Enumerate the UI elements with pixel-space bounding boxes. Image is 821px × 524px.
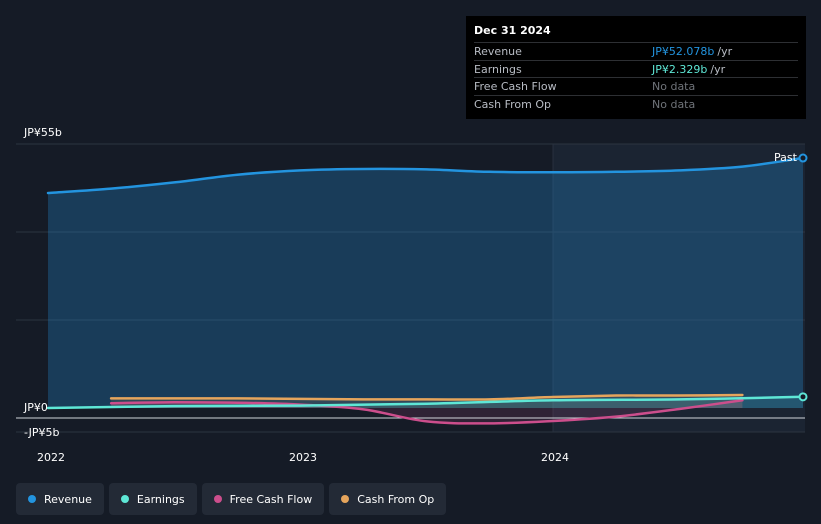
tooltip-label: Earnings [474, 62, 522, 76]
tooltip-unit: /yr [710, 62, 726, 76]
end-marker-revenue [798, 153, 808, 163]
x-tick-label-2023: 2023 [289, 451, 317, 464]
tooltip-value: JP¥52.078b [652, 45, 715, 58]
tooltip-value: No data [652, 97, 696, 111]
tooltip-row-earnings: Earnings JP¥2.329b /yr [474, 59, 798, 78]
tooltip-row-revenue: Revenue JP¥52.078b /yr [474, 42, 798, 60]
area-earnings [48, 396, 803, 408]
line-cash-from-op [109, 393, 744, 401]
legend-dot-icon [120, 495, 129, 503]
legend-item-free-cash-flow[interactable]: Free Cash Flow [201, 483, 325, 515]
data-tooltip: Dec 31 2024 Revenue JP¥52.078b /yr Earni… [466, 16, 806, 119]
tooltip-label: Cash From Op [474, 97, 552, 111]
recent-period-shade [553, 144, 805, 432]
tooltip-date: Dec 31 2024 [474, 24, 551, 37]
legend-label: Free Cash Flow [229, 492, 313, 506]
x-tick-label-2022: 2022 [37, 451, 65, 464]
legend-item-cash-from-op[interactable]: Cash From Op [329, 483, 447, 515]
y-tick-label-bottom: -JP¥5b [24, 426, 60, 439]
legend-dot-icon [28, 495, 36, 503]
past-label: Past [774, 151, 797, 164]
legend-dot-icon [341, 495, 350, 503]
line-revenue [46, 156, 805, 195]
tooltip-unit: /yr [717, 45, 733, 58]
x-tick-label-2024: 2024 [541, 451, 569, 464]
legend-dot-icon [213, 495, 222, 503]
tooltip-label: Revenue [474, 45, 522, 58]
area-revenue [48, 158, 803, 408]
y-tick-label-zero: JP¥0 [24, 401, 48, 414]
tooltip-row-cash-from-op: Cash From Op No data [474, 94, 798, 113]
tooltip-row-free-cash-flow: Free Cash Flow No data [474, 77, 798, 95]
line-free-cash-flow [109, 399, 744, 425]
line-earnings [46, 395, 805, 410]
legend-item-earnings[interactable]: Earnings [108, 483, 197, 515]
legend-label: Cash From Op [357, 492, 435, 506]
tooltip-value: JP¥2.329b [652, 62, 708, 76]
tooltip-value: No data [652, 80, 696, 93]
legend-label: Revenue [44, 492, 92, 506]
end-marker-earnings [798, 392, 808, 402]
legend-item-revenue[interactable]: Revenue [16, 483, 104, 515]
chart-legend: Revenue Earnings Free Cash Flow Cash Fro… [16, 483, 451, 515]
tooltip-label: Free Cash Flow [474, 80, 557, 93]
legend-label: Earnings [136, 492, 185, 506]
y-tick-label-top: JP¥55b [24, 126, 62, 139]
